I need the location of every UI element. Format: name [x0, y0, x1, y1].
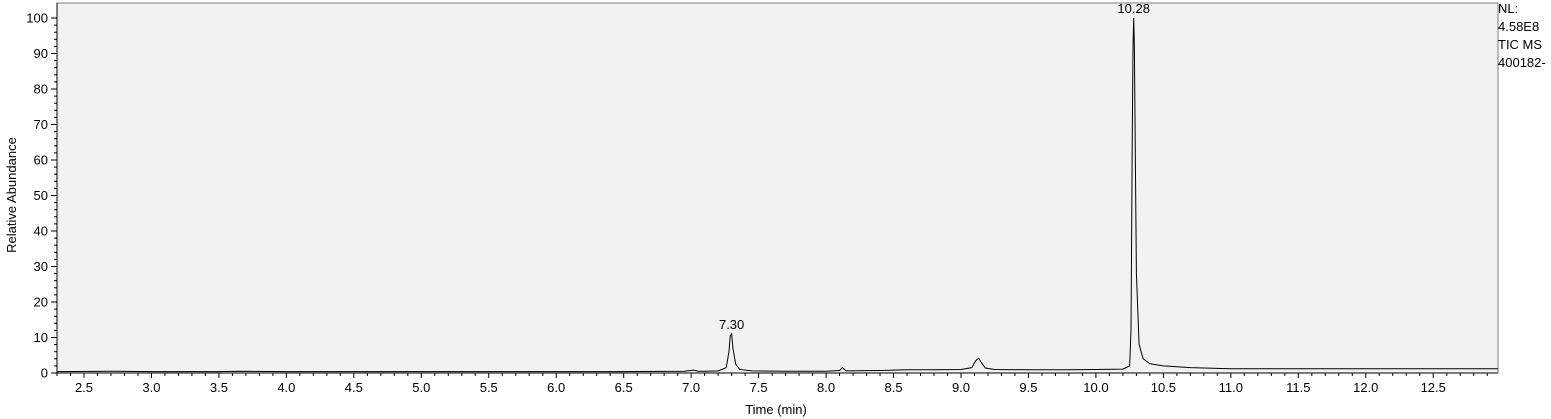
- x-tick-label: 10.5: [1151, 380, 1176, 395]
- y-tick-label: 40: [34, 224, 48, 239]
- y-tick-label: 100: [26, 11, 48, 26]
- x-tick-label: 6.5: [615, 380, 633, 395]
- x-tick-label: 5.5: [480, 380, 498, 395]
- y-axis-label: Relative Abundance: [4, 137, 19, 253]
- y-tick-label: 90: [34, 46, 48, 61]
- normalization-label: NL:: [1498, 1, 1519, 16]
- normalization-value: 4.58E8: [1498, 19, 1540, 34]
- sample-id-label: 400182-: [1498, 55, 1546, 70]
- x-tick-label: 11.0: [1219, 380, 1243, 395]
- plot-area: [56, 2, 1499, 374]
- y-tick-label: 0: [41, 366, 48, 381]
- x-tick-label: 4.5: [345, 380, 363, 395]
- peak-label: 10.28: [1117, 1, 1150, 16]
- x-tick-label: 12.0: [1353, 380, 1378, 395]
- y-tick-label: 10: [34, 330, 48, 345]
- x-tick-label: 5.0: [412, 380, 430, 395]
- x-tick-label: 7.0: [682, 380, 700, 395]
- x-axis-label: Time (min): [745, 402, 807, 417]
- y-tick-label: 50: [34, 188, 48, 203]
- x-tick-label: 4.0: [277, 380, 295, 395]
- tic-trace-line: [56, 17, 1498, 373]
- x-tick-label: 10.0: [1083, 380, 1108, 395]
- x-tick-label: 6.0: [547, 380, 565, 395]
- x-tick-label: 8.5: [884, 380, 902, 395]
- y-tick-label: 70: [34, 117, 48, 132]
- x-tick-label: 3.0: [142, 380, 160, 395]
- scan-filter-label: TIC MS: [1498, 37, 1543, 52]
- y-tick-label: 20: [34, 295, 48, 310]
- x-tick-label: 11.5: [1286, 380, 1310, 395]
- y-tick-label: 30: [34, 259, 48, 274]
- peak-label: 7.30: [719, 317, 744, 332]
- x-tick-label: 7.5: [750, 380, 768, 395]
- x-tick-label: 8.0: [817, 380, 835, 395]
- x-tick-label: 2.5: [75, 380, 93, 395]
- x-tick-label: 12.5: [1421, 380, 1446, 395]
- x-tick-label: 9.0: [952, 380, 970, 395]
- y-tick-label: 80: [34, 82, 48, 97]
- x-tick-label: 9.5: [1019, 380, 1037, 395]
- y-tick-label: 60: [34, 153, 48, 168]
- x-tick-label: 3.5: [210, 380, 228, 395]
